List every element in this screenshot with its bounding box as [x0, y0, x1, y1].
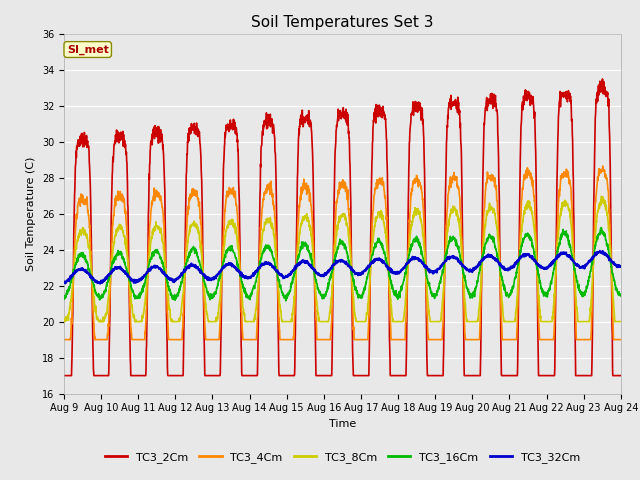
X-axis label: Time: Time [329, 419, 356, 429]
Y-axis label: Soil Temperature (C): Soil Temperature (C) [26, 156, 36, 271]
Title: Soil Temperatures Set 3: Soil Temperatures Set 3 [251, 15, 434, 30]
Legend: TC3_2Cm, TC3_4Cm, TC3_8Cm, TC3_16Cm, TC3_32Cm: TC3_2Cm, TC3_4Cm, TC3_8Cm, TC3_16Cm, TC3… [100, 447, 584, 467]
Text: SI_met: SI_met [67, 44, 109, 55]
